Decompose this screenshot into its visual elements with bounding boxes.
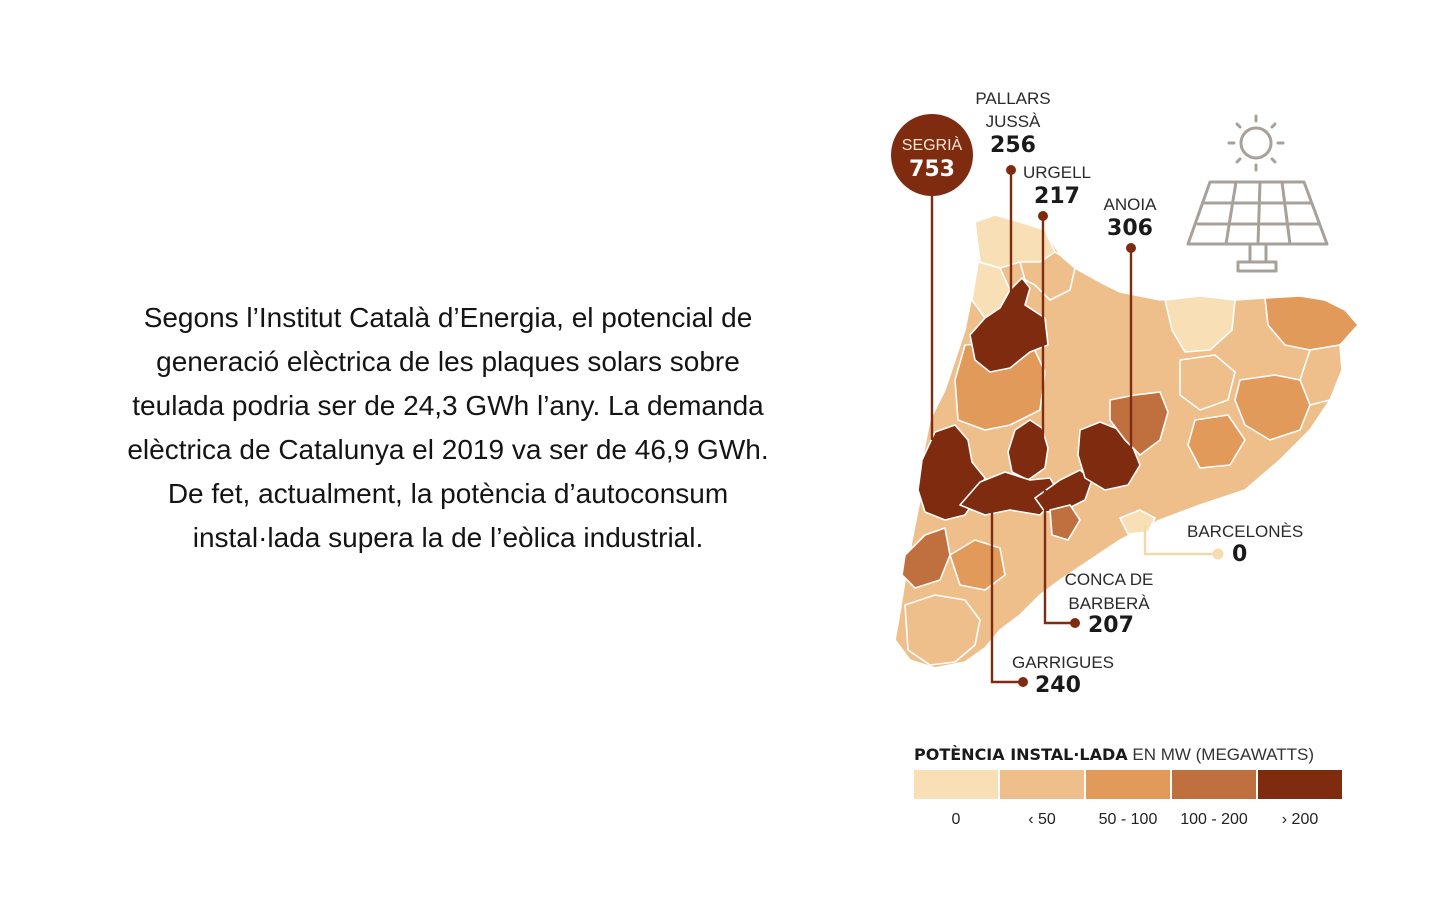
callout-urgell: URGELL 217 <box>1023 163 1091 209</box>
intro-text: Segons l’Institut Català d’Energia, el p… <box>78 296 818 560</box>
legend-swatch <box>1086 770 1170 799</box>
region-conca-barbera <box>1034 469 1093 513</box>
legend-title-rest: EN MW (MEGAWATTS) <box>1128 745 1314 764</box>
callout-garrigues: GARRIGUES 240 <box>1012 653 1114 698</box>
legend-swatch <box>1258 770 1342 799</box>
callout-pallars-name: PALLARS <box>975 89 1050 108</box>
callout-garrigues-value: 240 <box>1035 673 1081 698</box>
callout-anoia: ANOIA 306 <box>1104 195 1158 241</box>
intro-line: instal·lada supera la de l’eòlica indust… <box>192 522 704 553</box>
solar-panel-icon <box>1186 114 1329 273</box>
region-alt-emporda <box>1264 295 1359 351</box>
intro-line: De fet, actualment, la potència d’autoco… <box>167 478 729 509</box>
intro-line: generació elèctrica de les plaques solar… <box>156 346 740 377</box>
region-valles <box>1187 414 1246 469</box>
callout-anoia-name: ANOIA <box>1104 195 1158 214</box>
legend-swatch <box>914 770 998 799</box>
leader-garrigues <box>990 512 1023 684</box>
region-osona <box>1179 354 1236 411</box>
dot-garrigues <box>1018 677 1028 687</box>
legend-label: 0 <box>952 811 961 828</box>
region-pallars-sobira <box>1019 251 1076 301</box>
leader-barcelones <box>1143 525 1218 556</box>
map-regions <box>894 214 1359 669</box>
dot-barcelones <box>1212 548 1224 560</box>
region-bages <box>1109 391 1169 456</box>
region-terra-alta <box>901 527 951 589</box>
dot-anoia <box>1126 243 1136 253</box>
region-ripolles <box>1164 295 1236 353</box>
legend-label: › 200 <box>1282 811 1319 828</box>
dot-conca <box>1070 618 1080 628</box>
callout-urgell-name: URGELL <box>1023 163 1091 182</box>
legend-swatch <box>1000 770 1084 799</box>
callout-anoia-value: 306 <box>1107 216 1153 241</box>
region-selva <box>1234 374 1311 441</box>
legend-label: ‹ 50 <box>1028 811 1056 828</box>
callout-pallars-name: JUSSÀ <box>986 112 1041 131</box>
leader-lines <box>930 170 1218 684</box>
callout-barcelones-name: BARCELONÈS <box>1187 522 1303 541</box>
legend-label: 50 - 100 <box>1099 811 1158 828</box>
legend-label: 100 - 200 <box>1180 811 1248 828</box>
region-montsia <box>904 594 981 666</box>
intro-line: elèctrica de Catalunya el 2019 va ser de… <box>127 434 769 465</box>
legend-swatch <box>1172 770 1256 799</box>
callout-barcelones-value: 0 <box>1232 542 1247 567</box>
region-urgell <box>1007 419 1049 481</box>
dot-pallars <box>1006 165 1016 175</box>
legend-title-bold: POTÈNCIA INSTAL·LADA <box>914 745 1128 764</box>
leader-conca <box>1043 490 1075 625</box>
dot-urgell <box>1038 211 1048 221</box>
callout-segria-name: SEGRIÀ <box>902 135 963 154</box>
callout-urgell-value: 217 <box>1034 184 1080 209</box>
region-ribera-ebre <box>1049 504 1081 541</box>
callout-segria-value: 753 <box>909 157 955 182</box>
callout-conca-name: BARBERÀ <box>1068 594 1150 613</box>
callout-garrigues-name: GARRIGUES <box>1012 653 1114 672</box>
legend-title: POTÈNCIA INSTAL·LADA EN MW (MEGAWATTS) <box>914 745 1314 764</box>
segria-bubble <box>891 114 973 196</box>
legend: POTÈNCIA INSTAL·LADA EN MW (MEGAWATTS) 0… <box>914 745 1342 828</box>
callout-segria: SEGRIÀ 753 <box>891 114 973 196</box>
callout-pallars-value: 256 <box>990 133 1036 158</box>
intro-line: teulada podria ser de 24,3 GWh l’any. La… <box>132 390 764 421</box>
callout-conca-name: CONCA DE <box>1065 570 1154 589</box>
legend-swatches: 0 ‹ 50 50 - 100 100 - 200 › 200 <box>914 770 1342 828</box>
callout-barcelones: BARCELONÈS 0 <box>1187 522 1303 567</box>
callout-conca-value: 207 <box>1088 613 1134 638</box>
callout-conca: CONCA DE BARBERÀ 207 <box>1065 570 1154 638</box>
intro-line: Segons l’Institut Català d’Energia, el p… <box>143 302 753 333</box>
region-barcelones <box>1119 509 1156 535</box>
callout-pallars: PALLARS JUSSÀ 256 <box>975 89 1050 158</box>
leader-dots <box>1006 165 1224 687</box>
